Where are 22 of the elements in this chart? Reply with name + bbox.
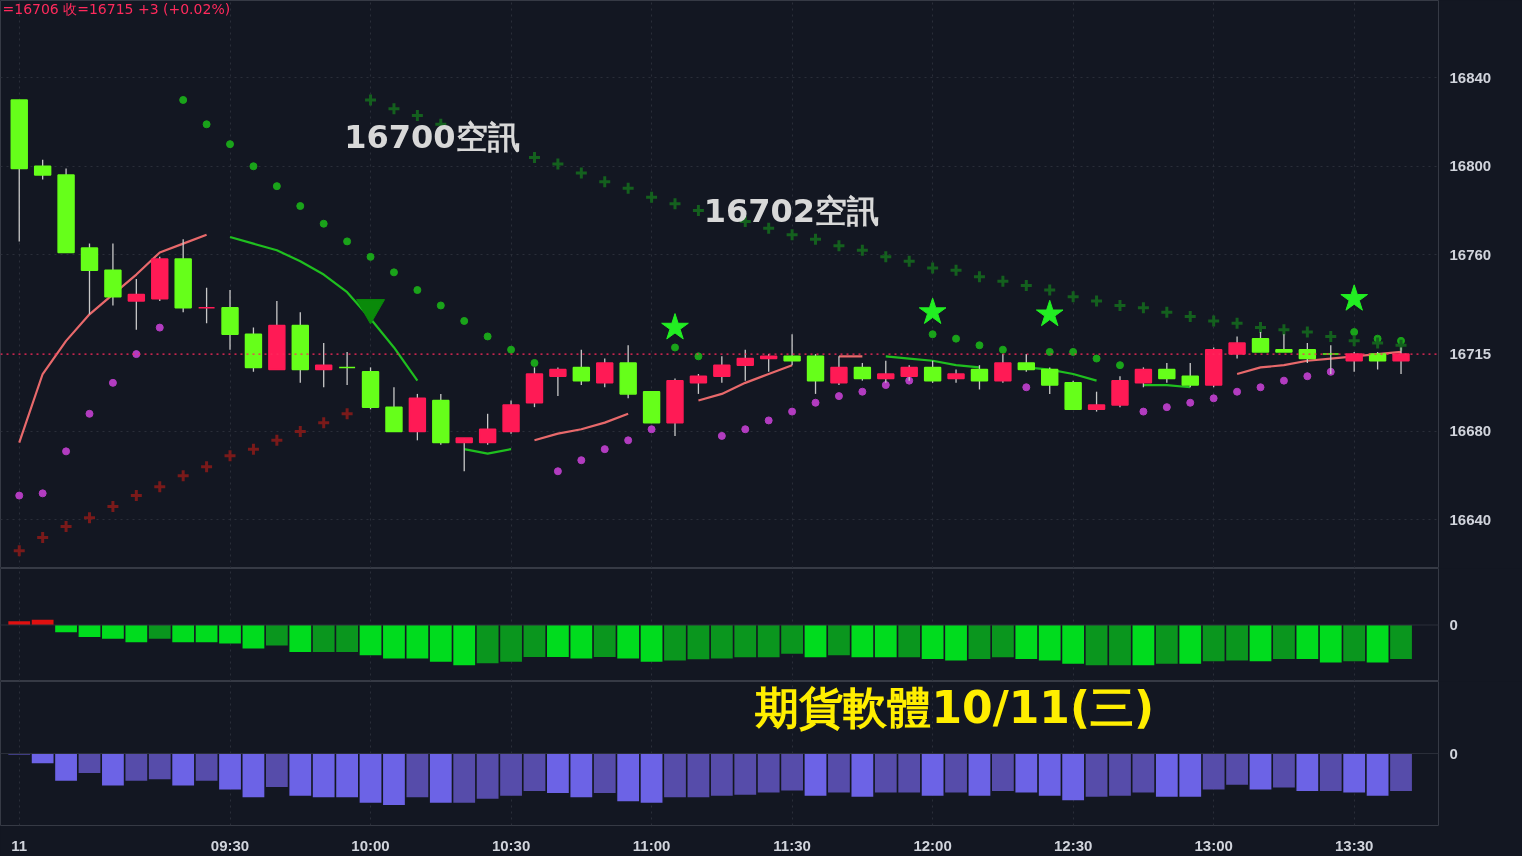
x-tick-label: 11:00 — [632, 836, 671, 854]
x-tick-label: 10:30 — [491, 836, 531, 854]
x-tick-label: 11 — [11, 836, 28, 854]
x-tick-label: 11:30 — [773, 836, 811, 854]
y-tick-label: 16760 — [1449, 245, 1492, 263]
annotation: 16702空訊 — [703, 191, 880, 230]
x-tick-label: 13:30 — [1335, 836, 1374, 854]
x-tick-label: 09:30 — [210, 836, 250, 854]
text: 期貨軟體10/11(三) — [755, 681, 1155, 733]
x-tick-label: 13:00 — [1194, 836, 1233, 854]
x-tick-label: 12:00 — [913, 836, 952, 854]
annotation: 16700空訊 — [344, 117, 520, 156]
y-tick-label: 16840 — [1449, 68, 1492, 86]
x-tick-label: 12:30 — [1053, 836, 1093, 854]
ref-line-label: 16715 — [1449, 345, 1492, 363]
y-tick-label: 16640 — [1449, 510, 1492, 528]
ref-line-label: 0 — [1449, 744, 1458, 762]
ref-line-label: 0 — [1449, 616, 1458, 633]
annotation: =16706 收=16715 +3 (+0.02%) — [2, 0, 231, 17]
y-tick-label: 16800 — [1449, 157, 1492, 175]
y-tick-label: 16680 — [1449, 422, 1492, 440]
x-tick-label: 10:00 — [351, 836, 390, 854]
